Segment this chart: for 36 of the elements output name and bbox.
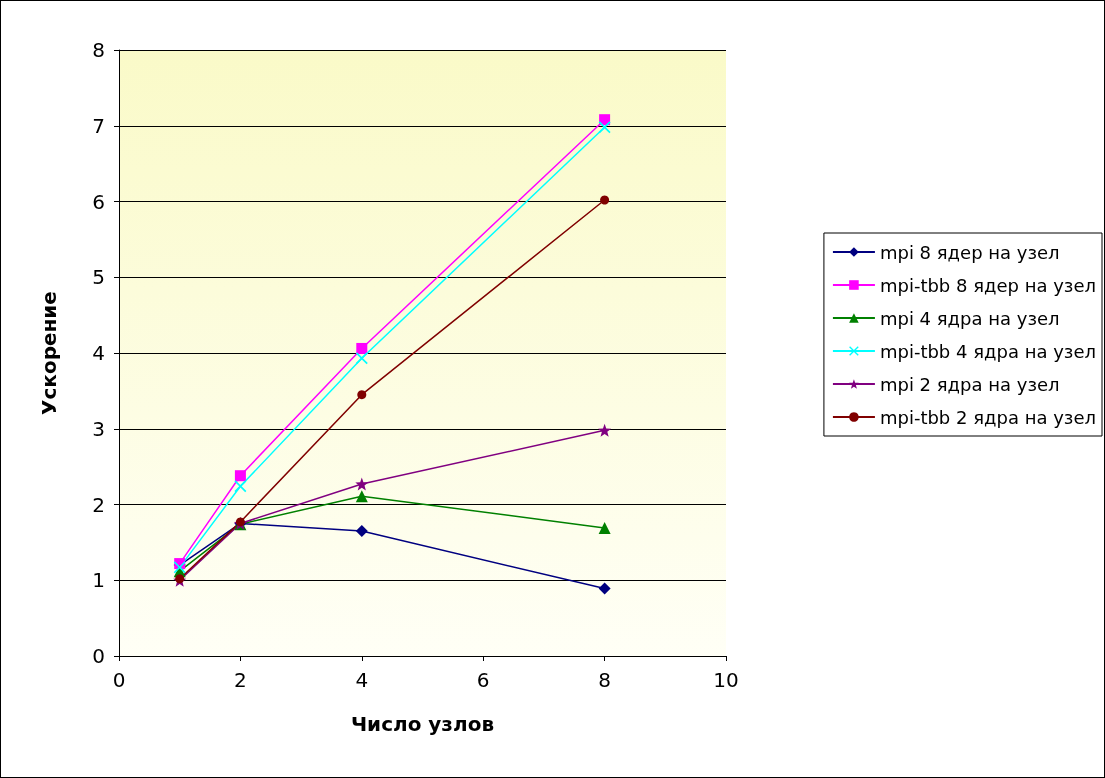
x-tick-label: 10 [713, 668, 739, 692]
y-tick-label: 7 [92, 113, 105, 138]
x-tick-label: 8 [598, 668, 611, 692]
point [234, 480, 247, 493]
legend-label: mpi-tbb 4 ядра на узел [879, 340, 1096, 362]
y-tick-label: 6 [92, 189, 105, 214]
x-tick-label: 4 [355, 668, 369, 692]
x-tick-label: 0 [112, 668, 126, 692]
y-tick-label: 0 [92, 644, 105, 668]
point [355, 525, 368, 538]
point [598, 521, 611, 534]
point [600, 195, 610, 205]
y-tick-label: 5 [92, 265, 105, 290]
legend-label: mpi 4 ядра на узел [879, 307, 1060, 329]
point [234, 470, 246, 482]
y-tick-label: 3 [92, 416, 105, 441]
point [357, 390, 367, 400]
point [598, 121, 611, 134]
x-tick-label: 6 [476, 668, 490, 692]
y-tick-label: 4 [92, 341, 105, 365]
legend-label: mpi 8 ядер на узел [879, 241, 1060, 263]
point [355, 352, 368, 365]
point [356, 342, 368, 354]
x-axis-title: Число узлов [350, 712, 495, 736]
y-axis-title: Ускорение [37, 291, 61, 415]
point [598, 582, 611, 595]
legend-label: mpi 2 ядра на узел [879, 373, 1060, 395]
y-tick-label: 1 [92, 568, 105, 593]
y-tick-label: 2 [92, 492, 105, 517]
point [355, 490, 368, 503]
point [355, 477, 369, 491]
y-tick-label: 8 [92, 38, 105, 62]
point [598, 423, 612, 437]
legend-label: mpi-tbb 2 ядра на узел [879, 406, 1096, 428]
x-tick-label: 2 [234, 668, 247, 692]
legend-label: mpi-tbb 8 ядер на узел [879, 274, 1097, 296]
